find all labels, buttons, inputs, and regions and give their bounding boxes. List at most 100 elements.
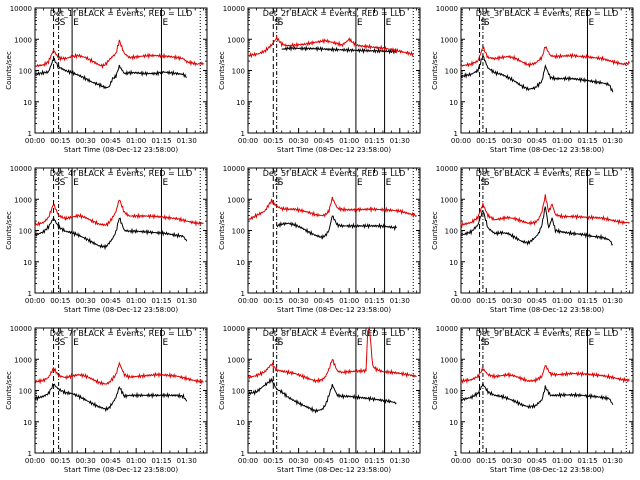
time-marker-label: E	[73, 178, 79, 188]
time-marker-label: E	[386, 18, 392, 28]
y-tick-label: 1	[454, 290, 458, 298]
y-tick-label: 1000	[14, 36, 32, 44]
y-tick-label: 100	[19, 68, 32, 76]
y-axis-label: Counts/sec	[5, 371, 13, 410]
x-tick-label: 00:15	[263, 297, 283, 305]
x-tick-label: 00:45	[314, 457, 334, 465]
y-axis-label: Counts/sec	[431, 211, 439, 250]
series-line-events	[34, 382, 188, 413]
time-marker-label: E	[73, 18, 79, 28]
x-tick-label: 00:15	[263, 137, 283, 145]
x-tick-label: 01:00	[126, 137, 146, 145]
y-tick-label: 10000	[223, 5, 245, 13]
x-axis-label: Start Time (08-Dec-12 23:58:00)	[490, 146, 604, 154]
y-tick-label: 1	[241, 130, 245, 138]
series-line-events	[281, 44, 397, 55]
x-tick-label: 00:15	[50, 297, 70, 305]
y-tick-label: 1	[28, 450, 32, 458]
y-tick-label: 10000	[10, 5, 32, 13]
x-tick-label: 01:30	[390, 457, 410, 465]
series-line-events	[34, 216, 188, 251]
chart-title: Det_5f BLACK = Events, RED = LLD	[263, 169, 406, 178]
time-marker-label: E	[73, 338, 79, 348]
time-marker-label: S	[60, 18, 66, 28]
series-line-events	[460, 206, 613, 246]
x-tick-label: 00:00	[25, 297, 45, 305]
chart-panel-9: Det_9f BLACK = Events, RED = LLD 1 10 100 10…	[431, 325, 634, 474]
x-tick-label: 00:30	[288, 457, 308, 465]
y-tick-label: 1	[241, 290, 245, 298]
x-tick-label: 00:30	[501, 297, 521, 305]
y-tick-label: 10000	[436, 165, 458, 173]
y-tick-label: 100	[445, 388, 458, 396]
x-tick-label: 00:30	[75, 297, 95, 305]
x-tick-label: 01:30	[390, 137, 410, 145]
x-tick-label: 01:15	[577, 457, 597, 465]
y-tick-label: 10	[449, 99, 458, 107]
y-tick-label: 1000	[14, 356, 32, 364]
chart-title: Det_3f BLACK = Events, RED = LLD	[476, 9, 619, 18]
x-tick-label: 00:45	[527, 137, 547, 145]
time-marker-label: E	[386, 178, 392, 188]
y-axis-label: Counts/sec	[218, 211, 226, 250]
x-tick-label: 00:15	[50, 137, 70, 145]
x-tick-label: 01:30	[603, 457, 623, 465]
x-tick-label: 01:15	[577, 297, 597, 305]
y-tick-label: 100	[445, 68, 458, 76]
chart-title: Det_7f BLACK = Events, RED = LLD	[50, 329, 193, 338]
y-tick-label: 1000	[440, 36, 458, 44]
y-tick-label: 1000	[440, 196, 458, 204]
time-marker-label: E	[357, 338, 363, 348]
y-tick-label: 100	[19, 388, 32, 396]
x-tick-label: 01:00	[339, 137, 359, 145]
x-tick-label: 00:00	[451, 457, 471, 465]
time-marker-label: E	[162, 18, 168, 28]
y-tick-label: 1	[28, 290, 32, 298]
time-marker-label: S	[481, 18, 487, 28]
x-axis-label: Start Time (08-Dec-12 23:58:00)	[64, 146, 178, 154]
y-tick-label: 1000	[14, 196, 32, 204]
x-axis-label: Start Time (08-Dec-12 23:58:00)	[490, 306, 604, 314]
time-marker-label: S	[60, 178, 66, 188]
y-tick-label: 100	[232, 388, 245, 396]
time-marker-label: S	[55, 18, 61, 28]
y-tick-label: 10000	[436, 325, 458, 333]
x-tick-label: 00:30	[75, 457, 95, 465]
chart-panel-8: Det_8f BLACK = Events, RED = LLD 1 10 100 10…	[218, 325, 421, 474]
y-tick-label: 1000	[440, 356, 458, 364]
x-tick-label: 00:00	[25, 137, 45, 145]
x-tick-label: 01:15	[151, 137, 171, 145]
x-tick-label: 00:15	[476, 297, 496, 305]
series-line-events	[247, 377, 397, 414]
x-tick-label: 01:15	[364, 457, 384, 465]
y-axis-label: Counts/sec	[431, 371, 439, 410]
y-tick-label: 1	[454, 450, 458, 458]
y-tick-label: 100	[232, 228, 245, 236]
time-marker-label: S	[274, 18, 280, 28]
y-tick-label: 10	[23, 419, 32, 427]
y-tick-label: 10000	[10, 165, 32, 173]
x-axis-label: Start Time (08-Dec-12 23:58:00)	[277, 146, 391, 154]
y-tick-label: 10	[23, 259, 32, 267]
y-axis-label: Counts/sec	[5, 51, 13, 90]
x-tick-label: 00:00	[25, 457, 45, 465]
y-tick-label: 10000	[223, 165, 245, 173]
series-line-events	[460, 381, 614, 410]
time-marker-label: E	[357, 178, 363, 188]
x-tick-label: 00:15	[263, 457, 283, 465]
y-tick-label: 10	[236, 99, 245, 107]
y-tick-label: 10	[449, 259, 458, 267]
x-tick-label: 01:00	[552, 457, 572, 465]
x-tick-label: 00:30	[501, 457, 521, 465]
y-tick-label: 10000	[223, 325, 245, 333]
series-line-lld	[247, 196, 417, 221]
time-marker-label: S	[484, 178, 490, 188]
time-marker-label: S	[274, 178, 280, 188]
x-tick-label: 01:15	[577, 137, 597, 145]
time-marker-label: S	[55, 178, 61, 188]
time-marker-label: E	[162, 338, 168, 348]
x-axis-label: Start Time (08-Dec-12 23:58:00)	[490, 466, 604, 474]
x-tick-label: 01:30	[177, 137, 197, 145]
y-tick-label: 1	[241, 450, 245, 458]
time-marker-label: E	[386, 338, 392, 348]
